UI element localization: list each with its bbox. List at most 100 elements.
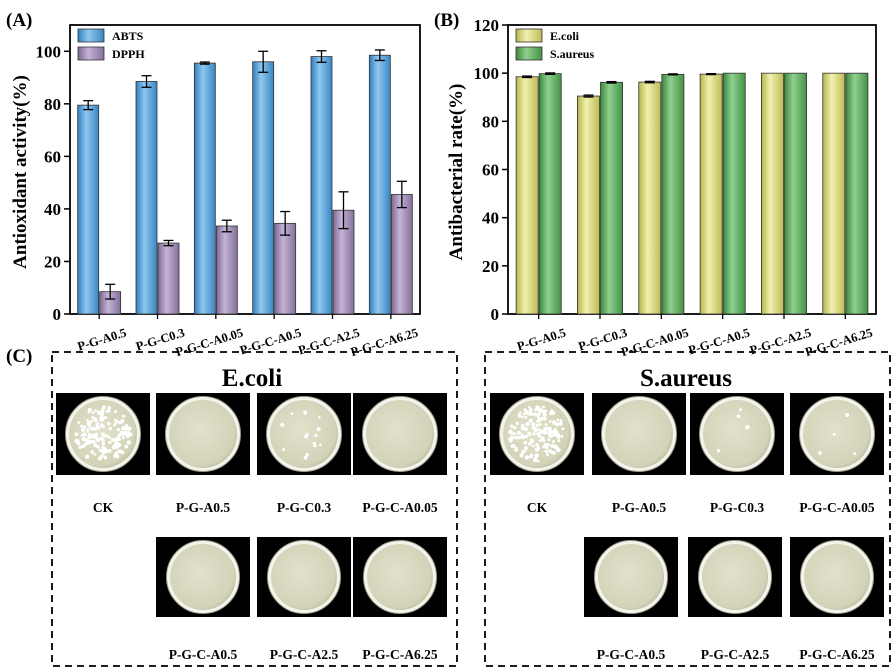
colony [87,423,91,428]
colony [525,422,530,427]
colony [845,413,850,417]
colony [77,421,81,424]
plate-label: P-G-C-A6.25 [362,647,438,662]
colony [95,426,99,430]
bar [699,73,723,315]
colony [544,423,548,427]
colony [523,408,527,412]
colony [125,426,130,431]
plate-agar [605,400,673,468]
colony [117,432,122,437]
colony [528,433,532,437]
y-tick-label: 80 [44,95,61,114]
colony [529,438,534,442]
bar [193,62,216,315]
colony [538,422,542,426]
colony [103,415,107,420]
colony [87,407,92,412]
bar [577,95,600,315]
petri-plate [257,537,351,617]
legend-swatch [515,28,543,43]
petri-plates: CK P-G-A0.5 P-G-C0.3 P-G-C-A0.05 P-G-C-A0.5 P… [56,393,884,662]
colony [528,411,534,416]
chart-a-ylabel: Antioxidant activity(%) [10,75,31,269]
colony [83,425,87,429]
bar [390,194,413,315]
x-tick-label: P-G-C-A0.05 [174,325,245,359]
colony [101,445,106,450]
x-tick-label: P-G-C-A6.25 [803,325,874,359]
panel-a-label: (A) [6,10,32,31]
colony [510,435,514,440]
colony [513,425,517,430]
plot-frame [69,24,421,315]
plate-agar [803,400,871,468]
bar [722,72,746,315]
petri-plate [584,537,678,617]
colony [314,433,318,437]
plate-label: P-G-C-A2.5 [701,647,770,662]
colony [532,458,537,463]
ecoli-box-title: E.coli [222,365,282,392]
colony [524,415,528,419]
colony [114,437,119,441]
colony [548,419,552,423]
legend-label: E.coli [550,29,580,43]
colony [96,422,100,426]
bar [368,54,391,315]
plate-label: P-G-C-A0.5 [169,647,238,662]
colony [537,412,541,416]
colony [93,417,98,422]
colony [533,412,538,417]
colony [528,442,532,446]
colony [533,428,538,433]
colony [544,409,548,413]
colony [93,434,99,439]
colony [513,432,517,436]
colony [538,407,542,412]
x-tick-label: P-G-C-A6.25 [349,325,420,359]
plate-agar [270,400,338,468]
colony [306,432,309,436]
colony [282,448,285,451]
colony [108,427,113,431]
colony [94,409,97,413]
colony [534,453,539,458]
colony [87,435,92,440]
colony [528,418,533,423]
colony [101,432,105,436]
petri-plate [790,393,884,475]
y-tick-label: 0 [491,305,500,324]
colony [559,419,563,423]
colony [303,410,308,415]
plate-label: P-G-C0.3 [710,500,765,515]
plate-label: CK [527,500,548,515]
colony [716,449,721,453]
colony [113,418,117,422]
petri-plate [490,393,584,475]
plate-agar [169,400,237,468]
colony [534,408,538,412]
colony [313,443,317,448]
legend-swatch [77,28,105,43]
colony [120,432,125,436]
colony [515,421,519,425]
colony [524,455,530,460]
bar [252,61,275,315]
colony [80,424,84,429]
colony [101,449,105,454]
colony [529,453,534,458]
colony [80,427,86,433]
bar [515,76,539,315]
colony [517,413,522,418]
legend-swatch [77,46,105,61]
panel-c-label: (C) [6,346,32,367]
colony [736,414,741,419]
colony [97,456,102,461]
y-tick-label: 0 [53,305,62,324]
bar [538,73,562,315]
colony [114,410,117,413]
colony [519,453,524,458]
colony [508,438,513,443]
colony [528,408,533,413]
